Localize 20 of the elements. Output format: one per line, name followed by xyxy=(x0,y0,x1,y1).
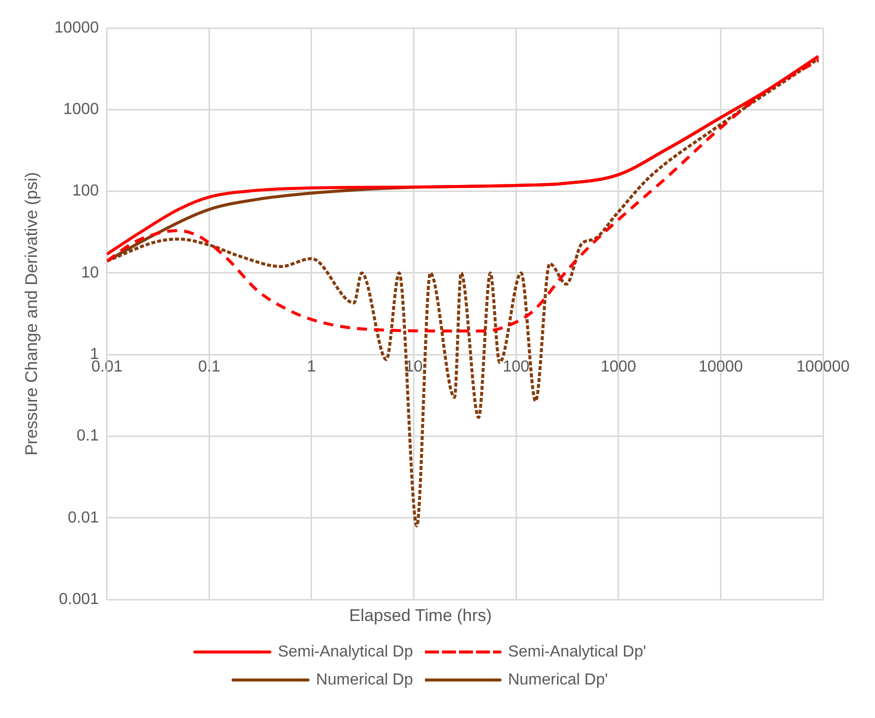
x-tick-label: 100000 xyxy=(796,358,850,376)
y-tick-label: 100 xyxy=(72,182,99,200)
y-tick-label: 0.01 xyxy=(68,509,99,526)
x-tick-label: 100 xyxy=(502,358,530,376)
x-tick-label: 1000 xyxy=(600,358,636,376)
x-tick-label: 10 xyxy=(404,358,423,376)
y-tick-label: 1000 xyxy=(63,101,99,118)
x-axis-title: Elapsed Time (hrs) xyxy=(349,606,492,625)
y-axis-title: Pressure Change and Derivative (psi) xyxy=(22,172,41,456)
y-tick-label: 0.1 xyxy=(76,428,99,445)
legend-label: Numerical Dp' xyxy=(508,671,608,688)
x-tick-label: 1 xyxy=(307,358,316,376)
legend-label: Numerical Dp xyxy=(316,671,414,688)
x-tick-label: 10000 xyxy=(698,358,744,376)
x-tick-label: 0.1 xyxy=(198,358,220,376)
legend-label: Semi-Analytical Dp' xyxy=(508,643,646,660)
legend-label: Semi-Analytical Dp xyxy=(278,643,414,660)
y-tick-label: 10000 xyxy=(54,19,99,36)
y-tick-label: 0.001 xyxy=(58,591,99,608)
y-tick-label: 10 xyxy=(81,264,99,282)
